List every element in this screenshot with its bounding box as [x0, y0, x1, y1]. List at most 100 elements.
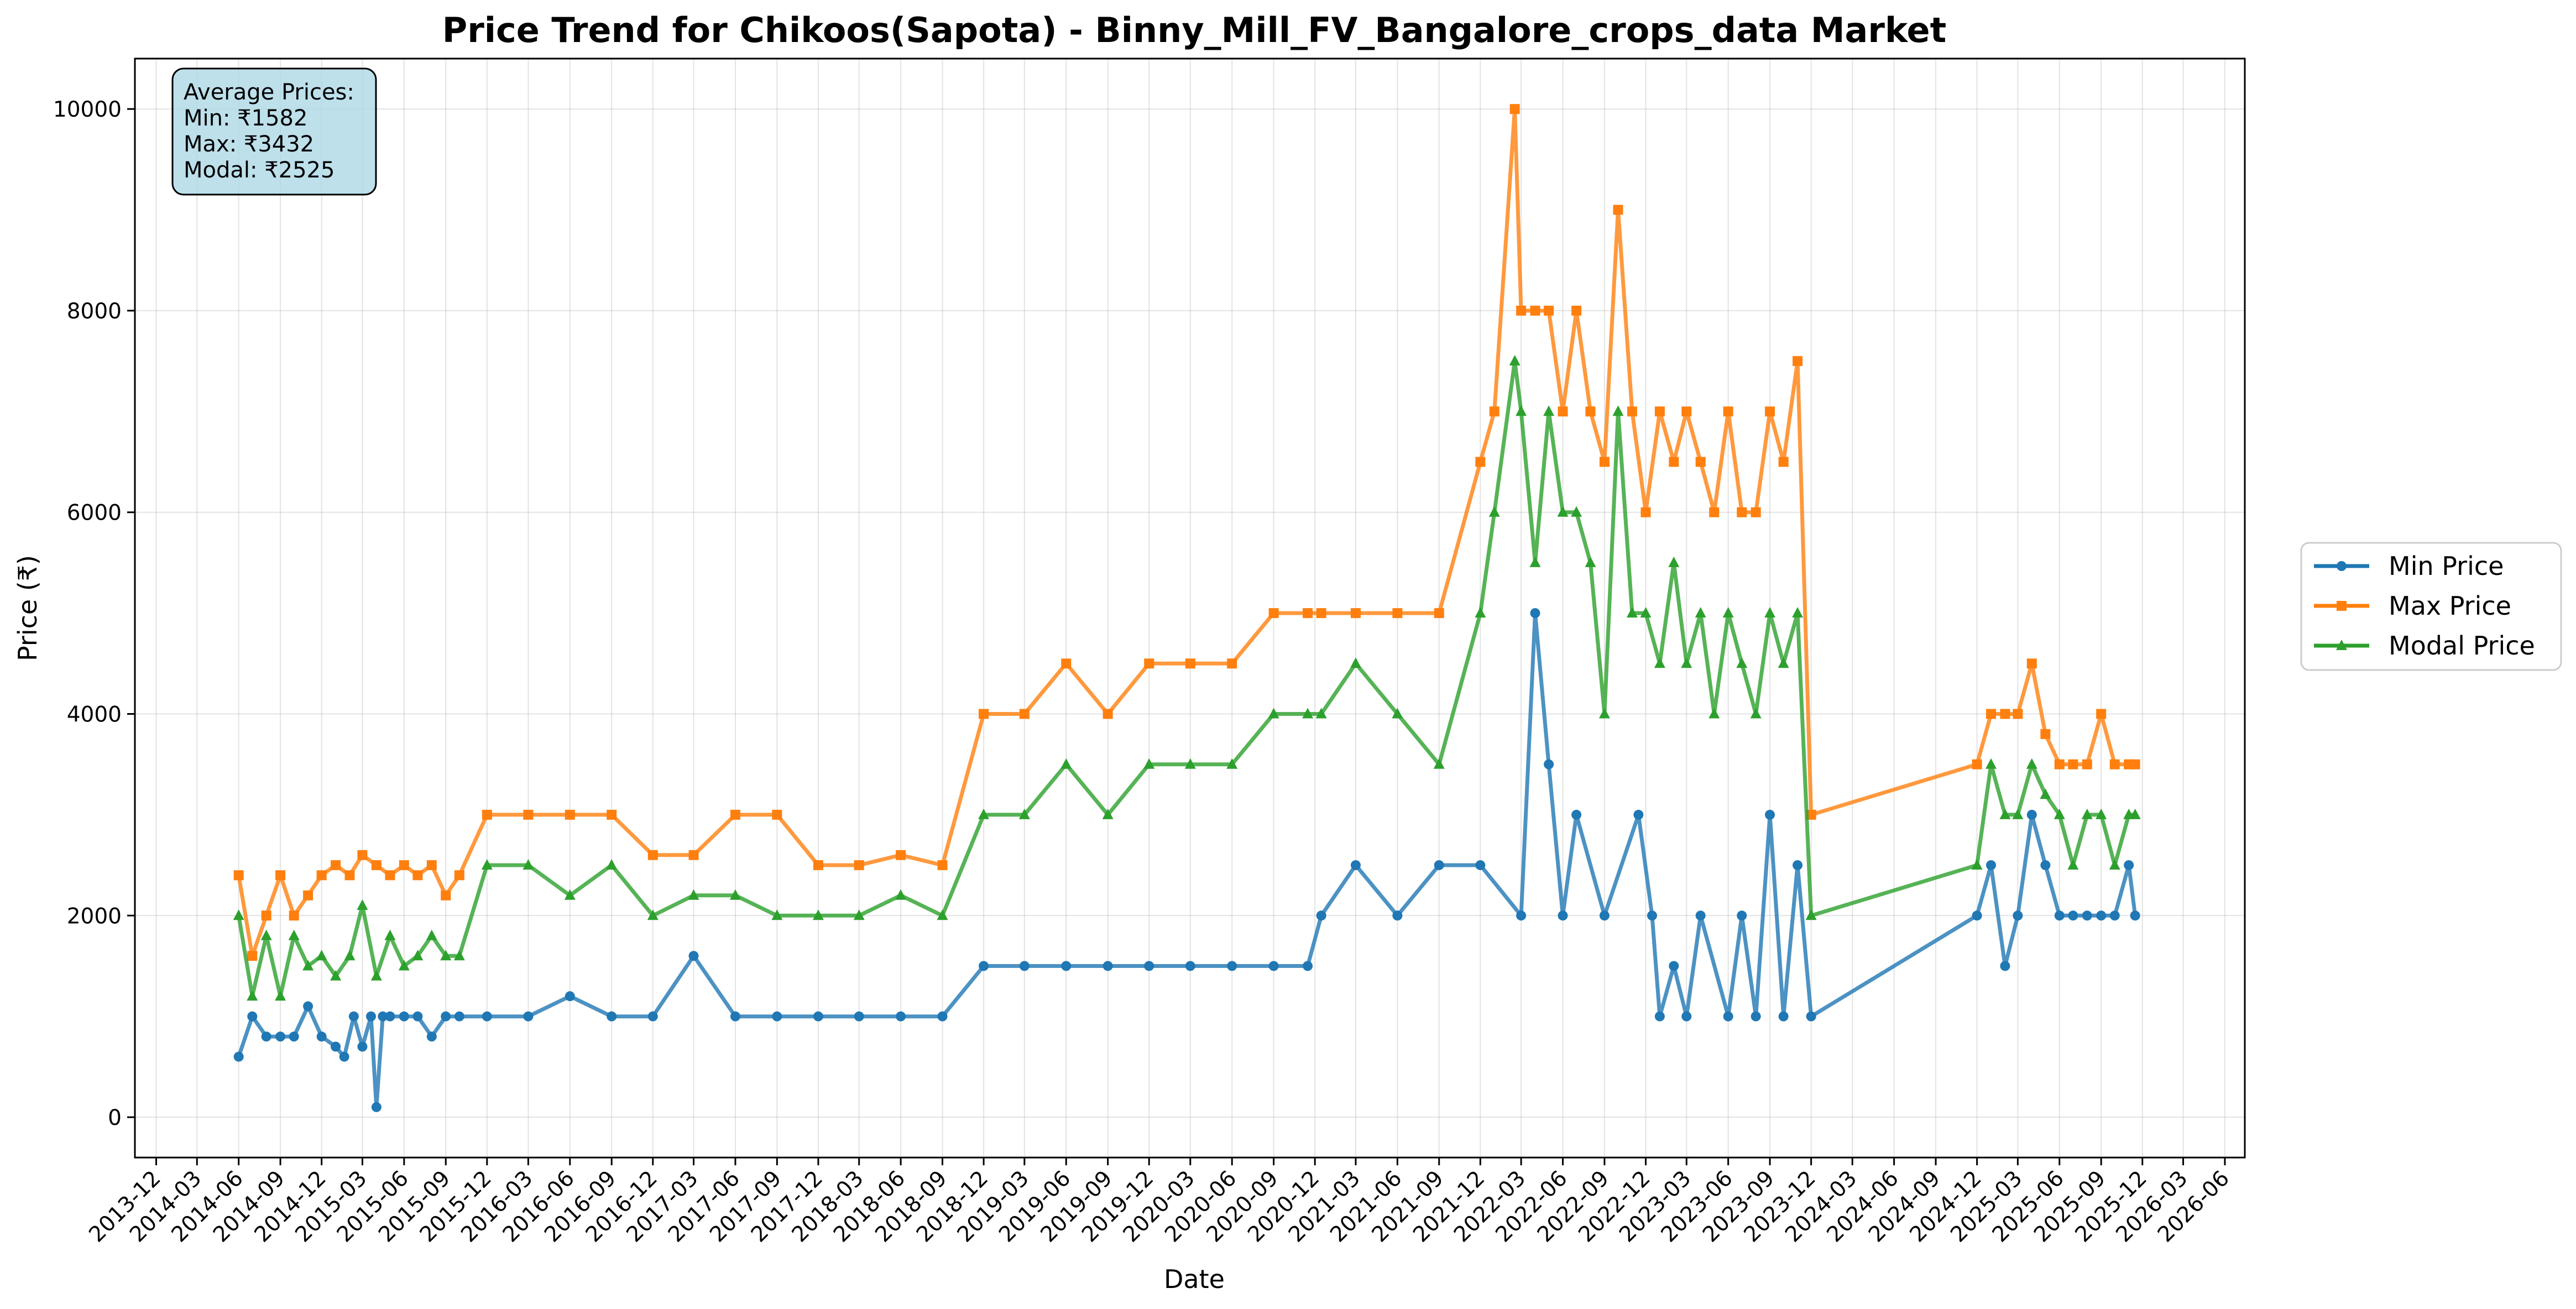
data-point-modal — [384, 929, 396, 940]
data-point-modal — [233, 909, 244, 920]
data-point-max — [1303, 608, 1313, 619]
data-point-modal — [1350, 657, 1361, 668]
data-point-modal — [1571, 506, 1582, 517]
data-point-max — [1709, 507, 1720, 517]
data-point-min — [275, 1032, 286, 1042]
data-point-min — [937, 1011, 948, 1022]
data-point-max — [1765, 406, 1775, 417]
data-point-max — [1544, 305, 1554, 316]
data-point-modal — [1302, 708, 1314, 719]
data-point-max — [607, 809, 617, 820]
data-point-max — [730, 809, 740, 820]
data-point-modal — [564, 889, 576, 900]
data-point-max — [1227, 658, 1237, 669]
data-point-min — [412, 1011, 423, 1022]
data-point-max — [565, 809, 575, 820]
legend: Min Price Max Price Modal Price — [2300, 542, 2562, 671]
data-point-max — [1144, 658, 1154, 669]
data-point-modal — [2067, 859, 2079, 870]
data-point-modal — [260, 929, 272, 940]
data-point-modal — [978, 808, 990, 819]
data-point-modal — [440, 950, 452, 961]
data-point-min — [523, 1011, 534, 1022]
data-point-min — [1751, 1011, 1761, 1022]
data-point-min — [772, 1011, 782, 1022]
average-modal-price: Modal: ₹2525 — [184, 158, 335, 183]
data-point-min — [348, 1011, 359, 1022]
data-point-max — [275, 870, 286, 881]
data-point-max — [261, 910, 271, 921]
data-point-min — [2054, 910, 2065, 921]
data-point-max — [1434, 608, 1444, 619]
data-point-max — [454, 870, 464, 881]
data-point-min — [1102, 961, 1113, 971]
data-point-min — [316, 1032, 327, 1042]
data-point-min — [2082, 910, 2092, 921]
data-point-min — [1392, 910, 1403, 921]
data-point-min — [688, 951, 699, 961]
data-point-min — [607, 1011, 617, 1022]
chart-title: Price Trend for Chikoos(Sapota) - Binny_… — [442, 10, 1946, 50]
data-point-modal — [316, 950, 327, 961]
data-point-modal — [1509, 355, 1520, 366]
data-point-max — [331, 860, 341, 871]
data-point-max — [2000, 709, 2010, 719]
data-point-modal — [522, 859, 534, 870]
data-point-min — [1778, 1011, 1789, 1022]
data-point-min — [1986, 860, 1997, 871]
data-point-modal — [1143, 758, 1155, 769]
x-axis-label: Date — [1164, 1264, 1225, 1294]
data-point-modal — [1226, 758, 1238, 769]
data-point-max — [688, 850, 699, 860]
data-point-max — [1102, 709, 1113, 719]
plot-area — [233, 104, 2141, 1112]
data-point-modal — [357, 899, 368, 910]
data-point-min — [1303, 961, 1313, 971]
data-point-max — [1019, 709, 1030, 719]
data-point-modal — [1750, 708, 1762, 719]
data-point-min — [1350, 860, 1361, 871]
data-point-modal — [2129, 808, 2141, 819]
data-point-max — [441, 890, 451, 900]
data-point-min — [1185, 961, 1195, 971]
legend-box — [2300, 542, 2562, 671]
data-point-min — [357, 1041, 368, 1052]
data-point-modal — [1018, 808, 1030, 819]
data-point-max — [1268, 608, 1279, 619]
legend-min-marker — [2337, 561, 2347, 571]
data-point-modal — [1392, 708, 1403, 719]
data-point-min — [2013, 910, 2023, 921]
data-point-modal — [647, 909, 659, 920]
data-point-min — [331, 1041, 341, 1052]
data-point-min — [647, 1011, 658, 1022]
data-point-max — [385, 870, 395, 881]
data-point-min — [1737, 910, 1747, 921]
data-point-max — [1316, 608, 1326, 619]
data-point-modal — [1640, 607, 1652, 618]
data-point-min — [1972, 910, 1982, 921]
data-point-max — [247, 951, 258, 961]
average-prices-box: Average Prices: Min: ₹1582 Max: ₹3432 Mo… — [171, 67, 377, 196]
data-point-max — [1669, 457, 1679, 467]
data-point-modal — [1488, 506, 1500, 517]
data-point-modal — [688, 889, 699, 900]
data-point-min — [2130, 910, 2140, 921]
data-point-modal — [1598, 708, 1610, 719]
data-point-max — [1489, 406, 1499, 417]
data-point-max — [2054, 759, 2065, 769]
data-point-modal — [1985, 758, 1997, 769]
data-point-modal — [288, 929, 300, 940]
data-point-min — [2040, 860, 2051, 871]
data-point-max — [233, 870, 244, 881]
data-point-min — [454, 1011, 464, 1022]
data-point-min — [2109, 910, 2120, 921]
data-point-max — [2130, 759, 2140, 769]
y-tick-label: 10000 — [53, 97, 122, 122]
data-point-modal — [1585, 556, 1596, 567]
data-point-max — [1530, 305, 1540, 316]
data-point-max — [1475, 457, 1486, 467]
data-point-max — [1392, 608, 1403, 619]
data-point-modal — [426, 929, 437, 940]
data-point-min — [1654, 1011, 1665, 1022]
data-point-modal — [453, 950, 465, 961]
